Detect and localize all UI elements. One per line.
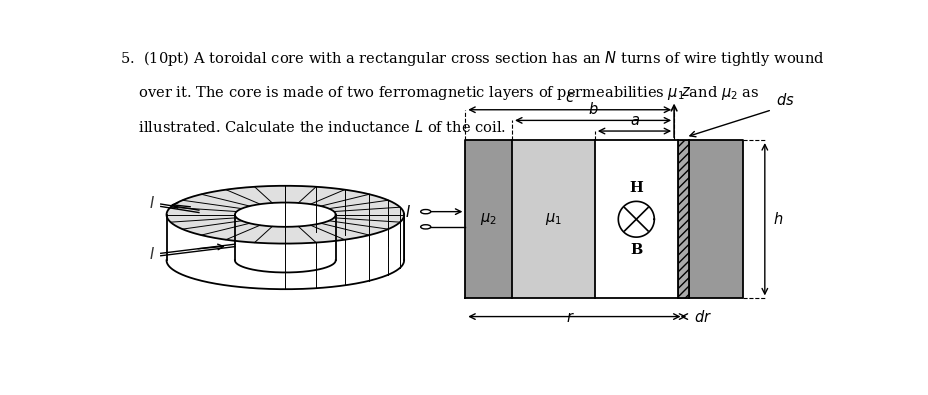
Bar <box>511 140 594 298</box>
Text: 5.  (10pt) A toroidal core with a rectangular cross section has an $N$ turns of : 5. (10pt) A toroidal core with a rectang… <box>120 49 823 68</box>
Text: B: B <box>629 243 642 257</box>
Text: $h$: $h$ <box>773 211 783 227</box>
Polygon shape <box>166 186 404 244</box>
Circle shape <box>420 225 431 229</box>
Text: $b$: $b$ <box>587 101 598 117</box>
Text: $r$: $r$ <box>566 311 574 325</box>
Text: $z$: $z$ <box>680 85 690 99</box>
Bar <box>677 140 689 298</box>
Text: $I$: $I$ <box>405 204 411 220</box>
Text: $I$: $I$ <box>148 196 155 211</box>
Text: $a$: $a$ <box>629 114 638 128</box>
Text: $\mu_2$: $\mu_2$ <box>480 211 496 227</box>
Text: $c$: $c$ <box>564 91 574 105</box>
Polygon shape <box>235 203 335 227</box>
Bar <box>594 140 677 298</box>
Circle shape <box>420 209 431 214</box>
Bar <box>689 140 742 298</box>
Text: illustrated. Calculate the inductance $L$ of the coil.: illustrated. Calculate the inductance $L… <box>120 119 506 135</box>
Text: H: H <box>629 181 642 195</box>
Text: over it. The core is made of two ferromagnetic layers of permeabilities $\mu_1$ : over it. The core is made of two ferroma… <box>120 84 758 102</box>
Text: $I$: $I$ <box>148 246 155 262</box>
Text: $\mu_1$: $\mu_1$ <box>545 211 561 227</box>
Bar <box>465 140 511 298</box>
Text: $ds$: $ds$ <box>775 92 793 108</box>
Text: $dr$: $dr$ <box>693 309 712 325</box>
Polygon shape <box>166 215 404 260</box>
Bar <box>677 140 689 298</box>
